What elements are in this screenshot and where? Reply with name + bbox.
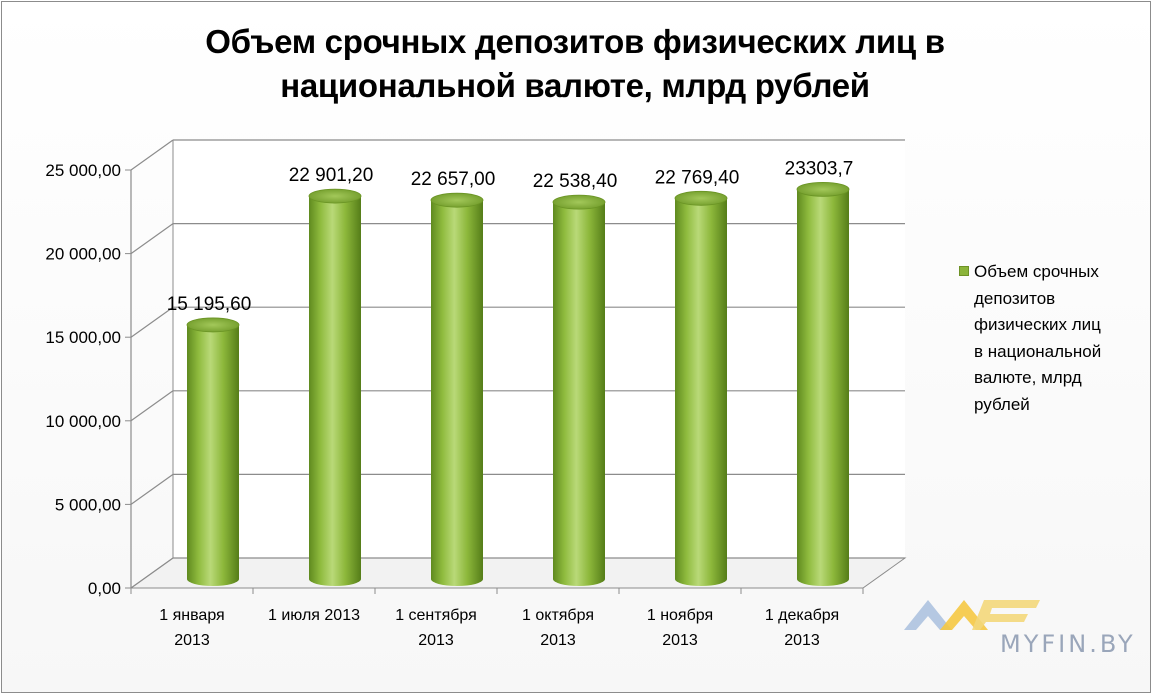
bar-cap — [552, 194, 606, 210]
gridline-diagonal — [130, 473, 174, 505]
y-axis: 0,00 5 000,00 10 000,00 15 000,00 20 000,00 2… — [45, 140, 174, 598]
legend-label-line: Объем срочных — [974, 262, 1099, 281]
data-label: 23303,7 — [785, 158, 854, 179]
x-tick-label: 2013 — [418, 632, 454, 649]
bar — [187, 324, 239, 586]
gridline-diagonal — [130, 223, 174, 255]
x-tick-label: 1 октября — [522, 607, 594, 624]
bar-cap — [308, 188, 362, 204]
x-tick-label: 2013 — [540, 632, 576, 649]
x-tick-label: 2013 — [784, 632, 820, 649]
plot-walls — [129, 140, 907, 589]
x-tick-label: 2013 — [174, 632, 210, 649]
x-tick-label: 1 июля 2013 — [268, 607, 360, 624]
gridline-diagonal — [130, 306, 174, 338]
floor — [129, 557, 907, 589]
gridline-diagonal — [130, 557, 174, 589]
y-tick-label: 0,00 — [88, 579, 121, 598]
data-label: 22 769,40 — [655, 167, 740, 188]
legend-label: Объем срочных депозитов физических лиц в… — [955, 259, 1140, 418]
bar — [309, 196, 361, 587]
y-tick-label: 5 000,00 — [55, 495, 121, 514]
legend-label-line: в национальной — [974, 341, 1102, 361]
chart-title-line-2: национальной валюте, млрд рублей — [280, 67, 870, 104]
bars-group — [186, 181, 850, 587]
back-wall — [173, 140, 905, 558]
legend-label-line: депозитов — [974, 288, 1056, 308]
myfin-logo — [904, 600, 1040, 630]
data-label: 22 538,40 — [533, 171, 618, 192]
gridlines — [130, 139, 905, 589]
bar-cap — [796, 181, 850, 197]
legend: Объем срочных депозитов физических лиц в… — [955, 259, 1140, 418]
legend-label-line: рублей — [974, 394, 1030, 414]
x-axis: 1 января 2013 1 июля 2013 1 сентября 2013 1 о… — [130, 588, 864, 649]
x-tick-label: 1 января — [159, 607, 224, 624]
bar-cap — [430, 192, 484, 208]
data-label: 15 195,60 — [167, 294, 252, 315]
x-tick-label: 1 ноября — [647, 607, 713, 624]
data-label: 22 901,20 — [289, 165, 374, 186]
chart-title-line-1: Объем срочных депозитов физических лиц в — [205, 23, 945, 60]
y-tick-label: 20 000,00 — [45, 245, 121, 264]
legend-swatch — [959, 266, 969, 276]
bar — [675, 198, 727, 586]
x-tick-label: 2013 — [662, 632, 698, 649]
bar — [797, 189, 849, 587]
bar-cap — [674, 190, 728, 206]
legend-label-line: физических лиц — [974, 315, 1101, 334]
data-labels: 15 195,60 22 901,20 22 657,00 22 538,40 22 7… — [167, 158, 854, 315]
bar — [431, 200, 483, 586]
y-tick-label: 10 000,00 — [45, 412, 121, 431]
x-tick-label: 1 декабря — [765, 607, 839, 624]
legend-label-line: валюте, млрд — [974, 368, 1082, 387]
y-tick-label: 25 000,00 — [45, 161, 121, 180]
bar — [553, 202, 605, 586]
y-tick-label: 15 000,00 — [45, 328, 121, 347]
chart-title: Объем срочных депозитов физических лиц в… — [100, 20, 1050, 108]
bar-cap — [186, 317, 240, 333]
myfin-logo-text: MYFIN.BY — [1000, 630, 1136, 658]
x-tick-label: 1 сентября — [395, 607, 477, 624]
gridline-diagonal — [130, 390, 174, 422]
data-label: 22 657,00 — [411, 169, 496, 190]
gridline-diagonal — [130, 139, 174, 171]
